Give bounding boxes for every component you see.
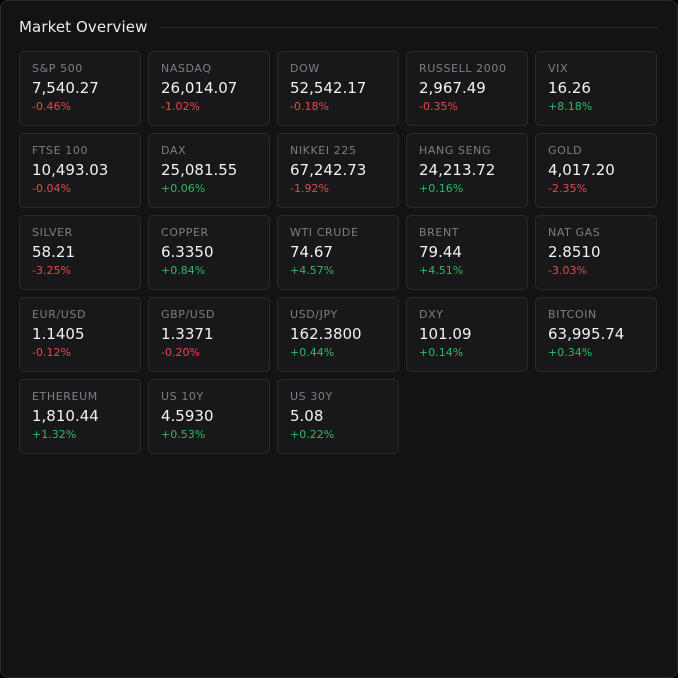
tile-value: 1.3371 — [161, 325, 214, 343]
tile-value: 5.08 — [290, 407, 324, 425]
tile-change: -0.12% — [32, 346, 71, 359]
tile-change: +0.34% — [548, 346, 593, 359]
tile-change: +0.84% — [161, 264, 206, 277]
market-tile-bitcoin[interactable]: BITCOIN 63,995.74 +0.34% — [535, 297, 657, 372]
tile-value: 58.21 — [32, 243, 75, 261]
tile-change: +4.57% — [290, 264, 335, 277]
tile-value: 4.5930 — [161, 407, 214, 425]
tile-change: -0.18% — [290, 100, 329, 113]
tile-change: +8.18% — [548, 100, 593, 113]
market-tile-gold[interactable]: GOLD 4,017.20 -2.35% — [535, 133, 657, 208]
tile-name: FTSE 100 — [32, 144, 89, 157]
tile-change: +0.22% — [290, 428, 335, 441]
tile-value: 6.3350 — [161, 243, 214, 261]
tile-value: 2,967.49 — [419, 79, 486, 97]
tile-name: DXY — [419, 308, 444, 321]
tile-name: SILVER — [32, 226, 73, 239]
tile-change: -2.35% — [548, 182, 587, 195]
panel-header: Market Overview — [19, 17, 659, 37]
market-tile-hang-seng[interactable]: HANG SENG 24,213.72 +0.16% — [406, 133, 528, 208]
tile-value: 26,014.07 — [161, 79, 238, 97]
tile-value: 79.44 — [419, 243, 462, 261]
market-tile-russell-2000[interactable]: RUSSELL 2000 2,967.49 -0.35% — [406, 51, 528, 126]
tile-value: 101.09 — [419, 325, 472, 343]
tile-change: -0.46% — [32, 100, 71, 113]
tile-change: +1.32% — [32, 428, 77, 441]
market-tile-dow[interactable]: DOW 52,542.17 -0.18% — [277, 51, 399, 126]
tile-name: HANG SENG — [419, 144, 492, 157]
tile-value: 63,995.74 — [548, 325, 625, 343]
tile-value: 24,213.72 — [419, 161, 496, 179]
tile-change: -0.20% — [161, 346, 200, 359]
market-tile-brent[interactable]: BRENT 79.44 +4.51% — [406, 215, 528, 290]
market-tile-ethereum[interactable]: ETHEREUM 1,810.44 +1.32% — [19, 379, 141, 454]
market-tile-nat-gas[interactable]: NAT GAS 2.8510 -3.03% — [535, 215, 657, 290]
tile-name: EUR/USD — [32, 308, 87, 321]
tile-name: NIKKEI 225 — [290, 144, 357, 157]
tile-value: 162.3800 — [290, 325, 362, 343]
tile-change: +0.06% — [161, 182, 206, 195]
tile-name: ETHEREUM — [32, 390, 98, 403]
tile-value: 10,493.03 — [32, 161, 109, 179]
tile-change: +0.14% — [419, 346, 464, 359]
tile-name: BRENT — [419, 226, 460, 239]
market-tile-gbp-usd[interactable]: GBP/USD 1.3371 -0.20% — [148, 297, 270, 372]
tile-change: -1.92% — [290, 182, 329, 195]
market-tile-wti-crude[interactable]: WTI CRUDE 74.67 +4.57% — [277, 215, 399, 290]
tile-value: 25,081.55 — [161, 161, 238, 179]
market-tile-usd-jpy[interactable]: USD/JPY 162.3800 +0.44% — [277, 297, 399, 372]
tile-value: 1.1405 — [32, 325, 85, 343]
tile-value: 16.26 — [548, 79, 591, 97]
market-tile-dxy[interactable]: DXY 101.09 +0.14% — [406, 297, 528, 372]
tile-change: +0.53% — [161, 428, 206, 441]
tile-value: 52,542.17 — [290, 79, 367, 97]
tile-name: GOLD — [548, 144, 583, 157]
tile-value: 4,017.20 — [548, 161, 615, 179]
market-tile-us-30y[interactable]: US 30Y 5.08 +0.22% — [277, 379, 399, 454]
tile-name: US 30Y — [290, 390, 333, 403]
tile-name: NASDAQ — [161, 62, 212, 75]
header-divider — [159, 26, 659, 28]
market-tiles-grid: S&P 500 7,540.27 -0.46% NASDAQ 26,014.07… — [19, 51, 657, 454]
tile-name: US 10Y — [161, 390, 204, 403]
tile-value: 67,242.73 — [290, 161, 367, 179]
tile-name: DOW — [290, 62, 320, 75]
page-title: Market Overview — [19, 18, 148, 36]
market-tile-nasdaq[interactable]: NASDAQ 26,014.07 -1.02% — [148, 51, 270, 126]
tile-name: COPPER — [161, 226, 209, 239]
tile-value: 7,540.27 — [32, 79, 99, 97]
tile-name: NAT GAS — [548, 226, 601, 239]
market-tile-us-10y[interactable]: US 10Y 4.5930 +0.53% — [148, 379, 270, 454]
tile-name: GBP/USD — [161, 308, 216, 321]
market-tile-vix[interactable]: VIX 16.26 +8.18% — [535, 51, 657, 126]
tile-change: +0.16% — [419, 182, 464, 195]
tile-name: VIX — [548, 62, 569, 75]
tile-change: +0.44% — [290, 346, 335, 359]
tile-change: -3.03% — [548, 264, 587, 277]
tile-name: RUSSELL 2000 — [419, 62, 507, 75]
tile-value: 2.8510 — [548, 243, 601, 261]
tile-name: DAX — [161, 144, 187, 157]
tile-value: 1,810.44 — [32, 407, 99, 425]
tile-name: BITCOIN — [548, 308, 597, 321]
tile-name: USD/JPY — [290, 308, 338, 321]
tile-change: -1.02% — [161, 100, 200, 113]
market-tile-dax[interactable]: DAX 25,081.55 +0.06% — [148, 133, 270, 208]
market-tile-eur-usd[interactable]: EUR/USD 1.1405 -0.12% — [19, 297, 141, 372]
market-tile-sp500[interactable]: S&P 500 7,540.27 -0.46% — [19, 51, 141, 126]
tile-change: -3.25% — [32, 264, 71, 277]
market-tile-copper[interactable]: COPPER 6.3350 +0.84% — [148, 215, 270, 290]
tile-change: +4.51% — [419, 264, 464, 277]
market-tile-silver[interactable]: SILVER 58.21 -3.25% — [19, 215, 141, 290]
market-tile-ftse-100[interactable]: FTSE 100 10,493.03 -0.04% — [19, 133, 141, 208]
tile-name: S&P 500 — [32, 62, 83, 75]
tile-change: -0.04% — [32, 182, 71, 195]
tile-change: -0.35% — [419, 100, 458, 113]
tile-value: 74.67 — [290, 243, 333, 261]
market-tile-nikkei-225[interactable]: NIKKEI 225 67,242.73 -1.92% — [277, 133, 399, 208]
tile-name: WTI CRUDE — [290, 226, 359, 239]
